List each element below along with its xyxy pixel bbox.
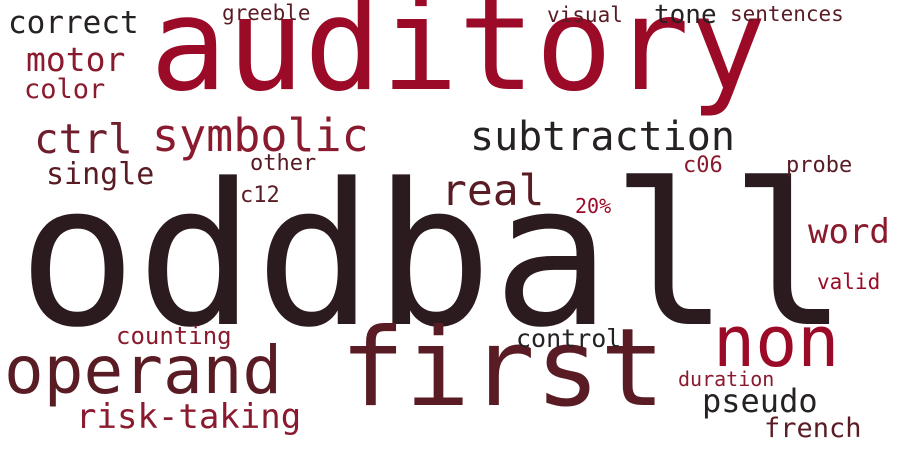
word-auditory: auditory xyxy=(150,0,767,120)
word-ctrl: ctrl xyxy=(34,115,133,163)
word-tone: tone xyxy=(654,0,717,30)
word-visual: visual xyxy=(547,3,623,27)
word-pseudo: pseudo xyxy=(702,382,818,420)
word-c06: c06 xyxy=(683,153,723,178)
word-sentences: sentences xyxy=(730,2,844,26)
word-color: color xyxy=(24,74,106,105)
word-risk-taking: risk-taking xyxy=(76,397,302,437)
word-20pct: 20% xyxy=(575,194,612,218)
word-word: word xyxy=(808,212,890,252)
word-non: non xyxy=(713,301,840,383)
word-valid: valid xyxy=(817,270,881,294)
word-single: single xyxy=(46,157,155,192)
word-c12: c12 xyxy=(240,183,280,208)
word-real: real xyxy=(441,166,545,216)
word-subtraction: subtraction xyxy=(470,114,735,160)
word-symbolic: symbolic xyxy=(152,109,369,162)
word-other: other xyxy=(250,151,317,176)
word-first: first xyxy=(340,306,666,431)
word-probe: probe xyxy=(786,153,853,178)
word-french: french xyxy=(764,413,862,444)
word-operand: operand xyxy=(4,332,283,409)
word-counting: counting xyxy=(116,322,232,350)
word-motor: motor xyxy=(26,40,126,79)
word-oddball: oddball xyxy=(18,142,849,371)
word-duration: duration xyxy=(678,367,775,391)
word-greeble: greeble xyxy=(222,1,311,25)
word-control: control xyxy=(516,324,622,353)
word-correct: correct xyxy=(8,5,139,41)
